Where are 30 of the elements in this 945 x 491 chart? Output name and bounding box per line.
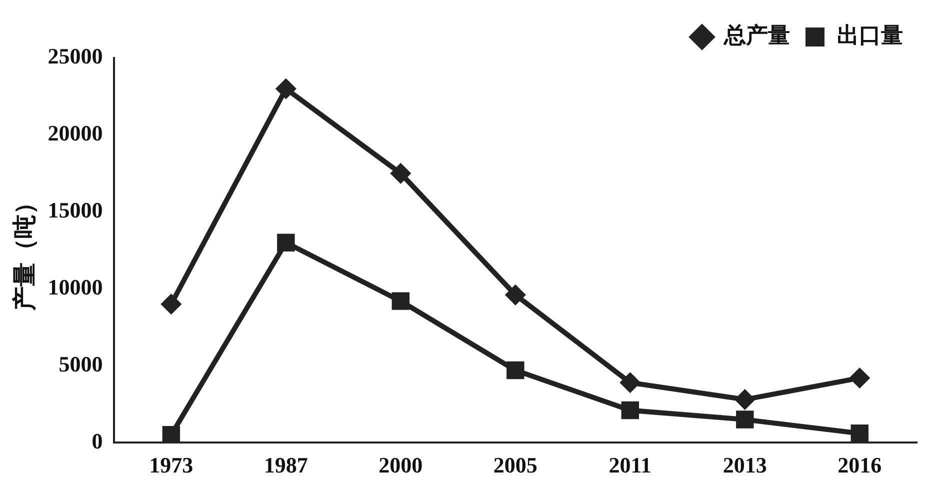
y-axis-title: 产量（吨） (10, 190, 39, 312)
y-tick-label: 10000 (48, 274, 103, 300)
point (506, 361, 524, 380)
x-tick-label: 2011 (608, 452, 652, 478)
x-tick-label: 2000 (378, 452, 423, 478)
y-tick-label: 5000 (58, 351, 103, 376)
y-tick-label: 15000 (48, 198, 103, 223)
y-tick-label: 20000 (48, 120, 103, 146)
point (162, 426, 180, 443)
point (506, 285, 525, 304)
y-tick-label: 25000 (48, 44, 103, 69)
x-tick-label: 1973 (149, 452, 194, 478)
point (850, 424, 868, 442)
point (277, 234, 295, 252)
point (621, 401, 640, 420)
point (735, 390, 754, 410)
x-tick-label: 2016 (838, 452, 882, 478)
x-tick-label: 1987 (264, 452, 308, 478)
x-tick-label: 2005 (493, 452, 538, 478)
point (391, 164, 410, 183)
point (850, 368, 870, 388)
legend-label: 出口量 (837, 24, 903, 49)
point (162, 294, 181, 314)
point (736, 410, 754, 428)
point (620, 373, 640, 392)
point (392, 292, 410, 310)
point (276, 79, 296, 98)
legend-label: 总产量 (723, 22, 790, 49)
y-tick-label: 0 (92, 428, 103, 454)
x-tick-label: 2013 (722, 452, 767, 478)
